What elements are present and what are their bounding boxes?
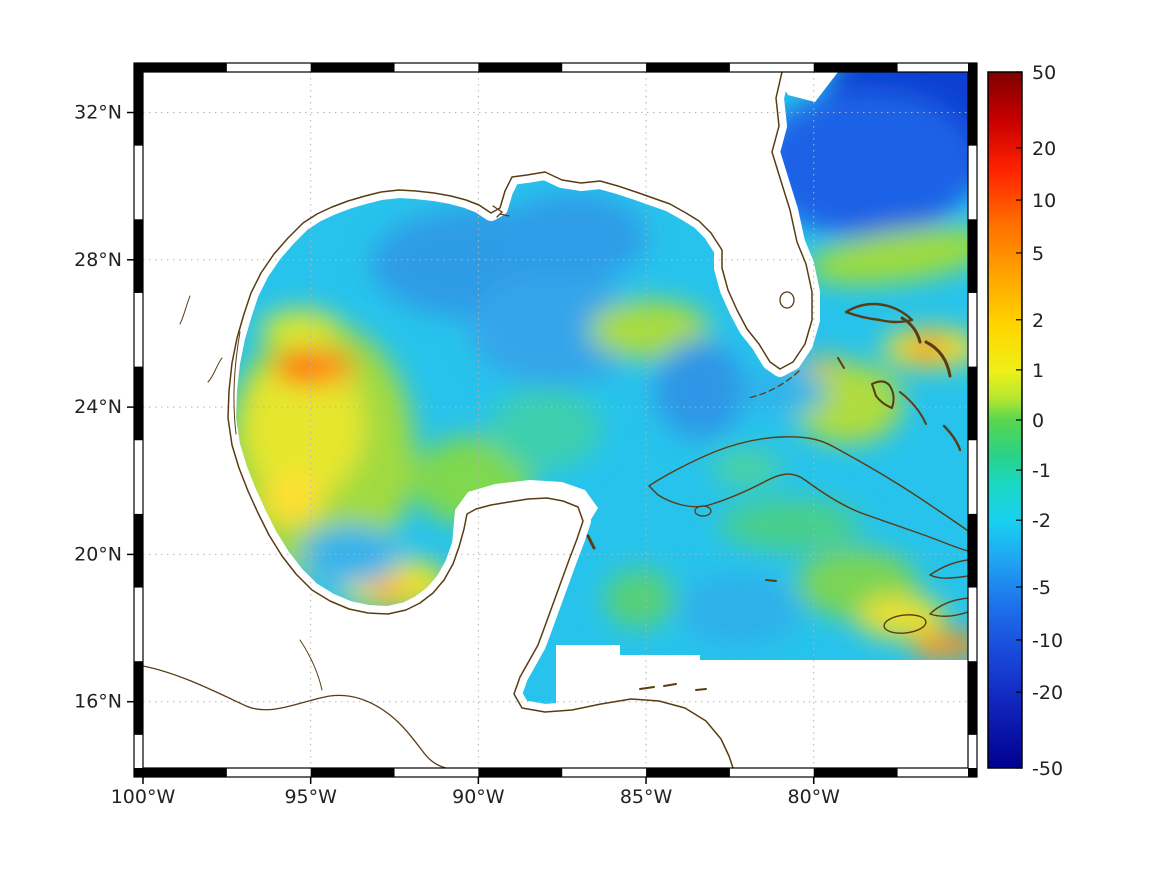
anomaly-blob xyxy=(490,388,601,470)
colorbar-tick-label: 20 xyxy=(1032,138,1056,160)
frame-black-segments xyxy=(134,63,977,777)
anomaly-blobs xyxy=(226,72,968,662)
anomaly-blob xyxy=(469,274,642,386)
isla-juventud-coastline xyxy=(694,505,712,517)
abaco-coastline xyxy=(900,316,922,344)
colorbar-tick-label: -50 xyxy=(1032,758,1063,780)
anomaly-blob xyxy=(756,90,968,238)
anomaly-blob xyxy=(711,449,782,487)
map-frame xyxy=(133,62,978,778)
colorbar-tick-label: -10 xyxy=(1032,630,1063,652)
y-tick-label: 16°N xyxy=(74,691,122,713)
haiti-south-peninsula xyxy=(929,597,968,617)
jamaica-coastline xyxy=(883,614,927,634)
anomaly-blob xyxy=(280,357,315,380)
caribbean-nodata-mask xyxy=(556,645,968,768)
grand-bahama-coastline xyxy=(844,302,914,324)
anomaly-blob xyxy=(243,351,365,500)
texas-lagoon-detail xyxy=(233,331,241,435)
anomaly-blob xyxy=(739,370,828,415)
bay-islands-coastline xyxy=(639,683,707,691)
lake-okeechobee xyxy=(779,291,795,309)
y-tick-label: 20°N xyxy=(74,543,122,565)
anomaly-blob xyxy=(262,473,323,525)
anomaly-blob xyxy=(604,569,675,629)
colorbar-tick-label: -2 xyxy=(1032,510,1051,532)
x-tick-label: 95°W xyxy=(284,786,337,808)
x-tick-label: 100°W xyxy=(111,786,176,808)
eleuthera-coastline xyxy=(924,340,952,378)
anomaly-blob xyxy=(905,336,950,361)
cozumel-coastline xyxy=(586,534,596,550)
anomaly-blob xyxy=(679,574,801,645)
colorbar-tick-label: 1 xyxy=(1032,360,1044,382)
colorbar-tick-label: 50 xyxy=(1032,62,1056,84)
mississippi-delta-detail xyxy=(492,205,510,218)
colorbar-tick-label: 10 xyxy=(1032,190,1056,212)
colorbar-tick-label: -5 xyxy=(1032,577,1051,599)
haiti-north-peninsula xyxy=(929,559,968,579)
campeche-bank-mask xyxy=(452,480,598,548)
pacific-coastline xyxy=(143,665,447,768)
anomaly-blob xyxy=(498,193,647,282)
anomaly-blob xyxy=(260,309,341,351)
x-tick-label: 85°W xyxy=(620,786,673,808)
x-axis-labels: 100°W 95°W 90°W 85°W 80°W xyxy=(111,777,840,808)
anomaly-blob xyxy=(300,524,402,584)
plot-border xyxy=(142,71,969,769)
cayman-coastline xyxy=(765,579,777,582)
y-tick-label: 32°N xyxy=(74,102,122,124)
colorbar-tick-label: -1 xyxy=(1032,460,1051,482)
y-axis-labels: 32°N 28°N 24°N 20°N 16°N xyxy=(74,102,134,713)
y-tick-label: 24°N xyxy=(74,396,122,418)
anomaly-blob xyxy=(946,632,968,657)
exuma-coastline xyxy=(899,391,927,425)
x-tick-label: 90°W xyxy=(452,786,505,808)
chiapas-river-detail xyxy=(299,639,323,691)
andros-coastline xyxy=(871,380,895,409)
gulf-mainland-coastline xyxy=(227,72,813,768)
coastlines xyxy=(143,72,968,768)
anomaly-blob xyxy=(719,499,861,551)
y-tick-label: 28°N xyxy=(74,249,122,271)
anomaly-blob xyxy=(855,594,947,640)
colorbar-tick-label: -20 xyxy=(1032,682,1063,704)
mexico-inland-detail xyxy=(179,295,223,383)
colorbar-tick-label: 0 xyxy=(1032,410,1044,432)
colorbar-tick-label: 2 xyxy=(1032,310,1044,332)
bimini-coastline xyxy=(837,357,845,369)
georgia-shelf-mask xyxy=(775,72,838,102)
florida-keys xyxy=(747,370,800,399)
long-island-coastline xyxy=(942,424,962,452)
anomaly-blob xyxy=(806,227,968,285)
anomaly-blob xyxy=(654,338,745,439)
x-tick-label: 80°W xyxy=(787,786,840,808)
anomaly-blob xyxy=(367,579,408,604)
colorbar-tick-label: 5 xyxy=(1032,243,1044,265)
